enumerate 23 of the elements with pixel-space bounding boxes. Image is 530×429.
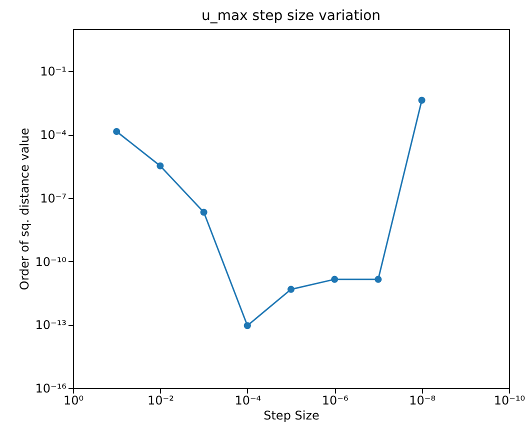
y-tick-label: 10⁻¹	[40, 64, 67, 79]
x-tick-label: 10⁰	[63, 394, 84, 408]
point	[156, 162, 164, 170]
y-tick-label: 10⁻¹⁰	[35, 254, 67, 269]
x-tick-label: 10⁻¹⁰	[494, 394, 526, 408]
point	[331, 276, 338, 283]
point	[287, 286, 295, 293]
chart-title: u_max step size variation	[201, 8, 381, 24]
y-tick-label: 10⁻⁴	[40, 128, 67, 142]
x-tick-label: 10⁻²	[147, 394, 174, 408]
y-tick-label: 10⁻¹³	[35, 318, 67, 332]
point	[113, 128, 120, 136]
point	[200, 208, 208, 216]
point	[374, 276, 382, 283]
y-tick-label: 10⁻⁷	[40, 191, 67, 206]
point	[244, 322, 251, 330]
y-axis-title: Order of sq. distance value	[17, 128, 32, 290]
y-tick-label: 10⁻¹⁶	[35, 382, 67, 396]
x-tick-label: 10⁻⁶	[322, 394, 348, 408]
x-axis-title: Step Size	[264, 408, 320, 422]
x-tick-label: 10⁻⁴	[234, 394, 262, 408]
point	[418, 96, 426, 104]
x-tick-label: 10⁻⁸	[409, 394, 436, 408]
